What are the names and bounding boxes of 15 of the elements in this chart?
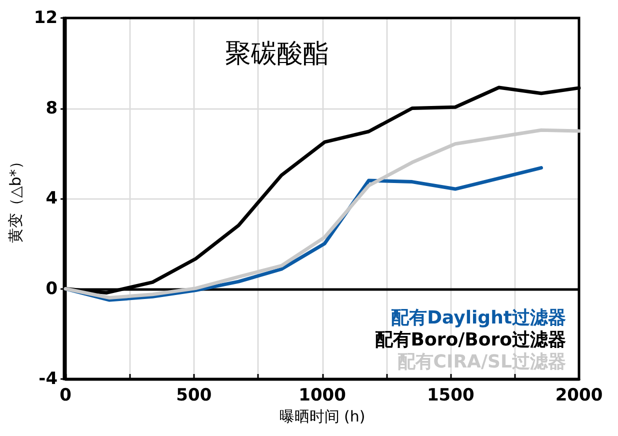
y-tick-label: -4 — [38, 369, 58, 389]
text: 聚碳酸酯 — [225, 39, 329, 69]
y-tick-label: 8 — [46, 98, 58, 118]
y-tick-label: 12 — [34, 8, 58, 28]
text: 配有Boro/Boro过滤器 — [374, 330, 566, 350]
x-tick-label: 1500 — [426, 386, 474, 406]
x-tick-label: 500 — [176, 386, 212, 406]
x-tick-label: 0 — [60, 386, 72, 406]
x-tick-label: 1000 — [298, 386, 346, 406]
text: 配有Daylight过滤器 — [391, 308, 566, 328]
y-axis-title: 黄变（△b*） — [6, 154, 24, 243]
x-tick-label: 2000 — [555, 386, 603, 406]
y-tick-label: 4 — [46, 188, 58, 208]
x-axis-title: 曝晒时间 (h) — [279, 408, 366, 426]
y-tick-label: 0 — [46, 278, 58, 299]
